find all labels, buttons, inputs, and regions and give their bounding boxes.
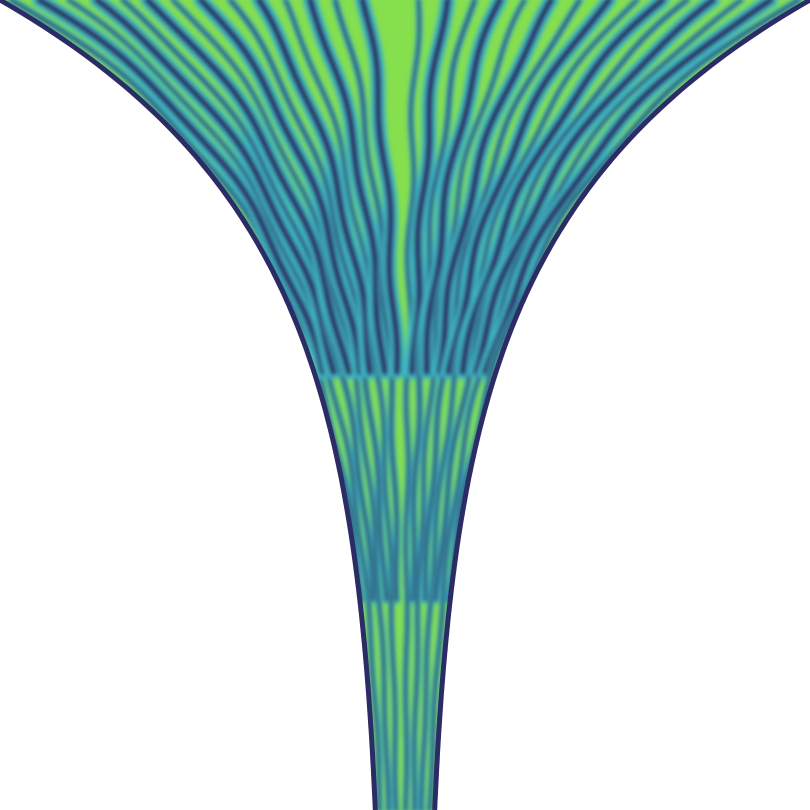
stripe (67, 0, 382, 810)
stripe (423, 0, 504, 376)
stripe (481, 0, 775, 376)
funnel-edge (432, 0, 810, 810)
stripes (7, 0, 803, 810)
stripe (472, 0, 717, 376)
stripe (255, 0, 374, 376)
stripe (228, 0, 389, 602)
stripe (423, 0, 582, 602)
stripe (197, 0, 364, 376)
stripe (333, 0, 399, 602)
stripe (445, 0, 613, 376)
stripe (412, 0, 527, 810)
stripe (358, 0, 401, 376)
stripe (35, 0, 327, 376)
stripe (306, 0, 389, 376)
stripe (459, 0, 666, 376)
stripe (428, 0, 743, 810)
stripe (433, 0, 689, 602)
stripe (403, 0, 421, 810)
stripe (436, 0, 555, 376)
stripe (419, 0, 639, 810)
stripe (144, 0, 353, 376)
stripe (283, 0, 398, 810)
stripe (408, 0, 452, 376)
stripe (171, 0, 391, 810)
stripe (93, 0, 338, 376)
funnel-edge (0, 0, 378, 810)
